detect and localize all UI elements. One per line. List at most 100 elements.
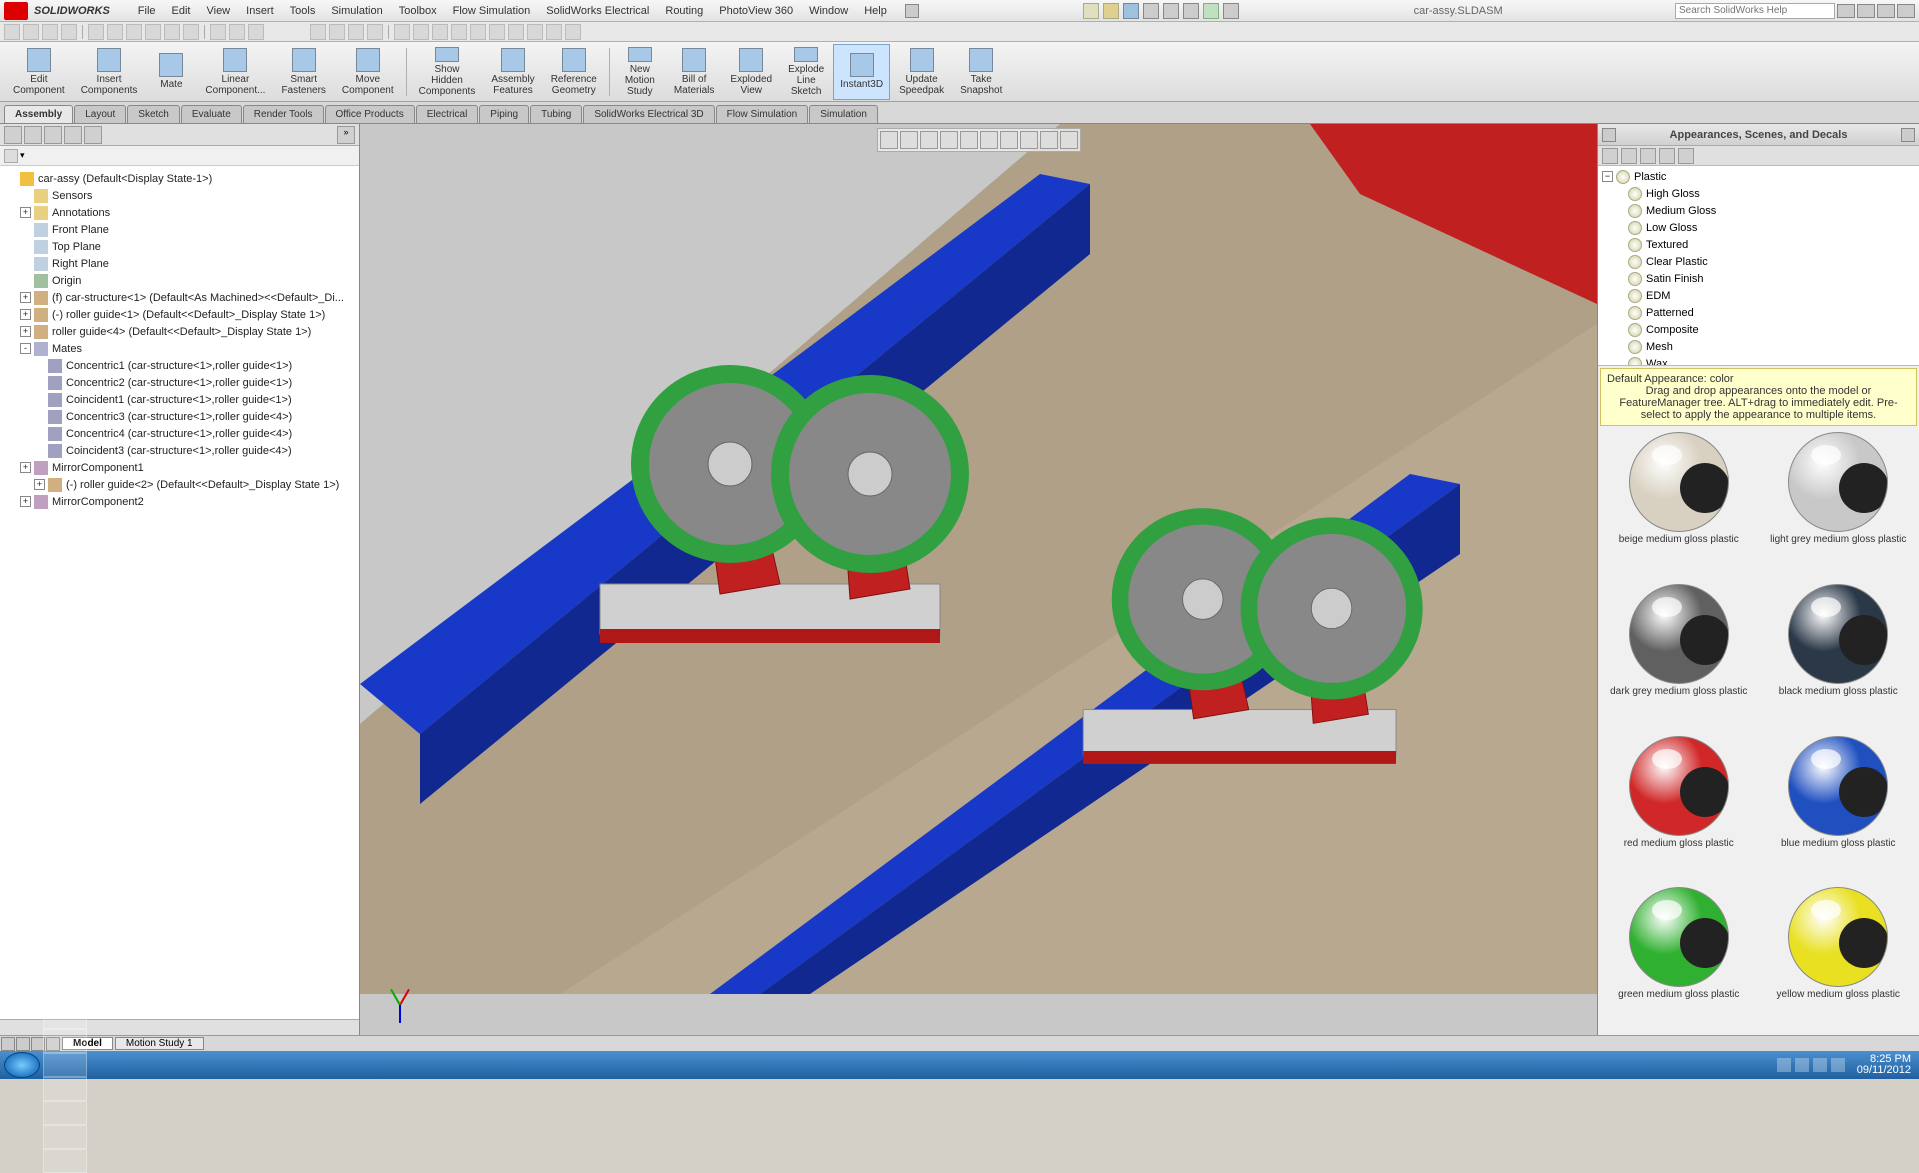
appearance-tb-icon[interactable] xyxy=(1640,148,1656,164)
appearance-swatch[interactable]: green medium gloss plastic xyxy=(1602,887,1756,1031)
qat-btn[interactable] xyxy=(394,24,410,40)
taskbar-app-button[interactable] xyxy=(43,1149,87,1173)
menu-tools[interactable]: Tools xyxy=(282,3,324,19)
ribbon-smart[interactable]: SmartFasteners xyxy=(274,44,332,100)
qat-btn[interactable] xyxy=(451,24,467,40)
help-flyout-icon[interactable] xyxy=(905,4,919,18)
feature-tree-item[interactable]: -Mates xyxy=(2,340,357,357)
menu-help[interactable]: Help xyxy=(856,3,895,19)
taskbar-app-button[interactable] xyxy=(43,957,87,981)
print-icon[interactable] xyxy=(1143,3,1159,19)
panel-pin-icon[interactable] xyxy=(1901,128,1915,142)
menu-toolbox[interactable]: Toolbox xyxy=(391,3,445,19)
feature-tree-item[interactable]: Coincident1 (car-structure<1>,roller gui… xyxy=(2,391,357,408)
menu-solidworks-electrical[interactable]: SolidWorks Electrical xyxy=(538,3,657,19)
apply-scene-icon[interactable] xyxy=(1040,131,1058,149)
qat-btn[interactable] xyxy=(310,24,326,40)
ribbon-new[interactable]: NewMotionStudy xyxy=(615,44,665,100)
qat-btn[interactable] xyxy=(329,24,345,40)
filter-icon[interactable] xyxy=(4,149,18,163)
rebuild-icon[interactable] xyxy=(1203,3,1219,19)
qat-btn[interactable] xyxy=(527,24,543,40)
feature-tree-item[interactable]: Top Plane xyxy=(2,238,357,255)
feature-tree-item[interactable]: Right Plane xyxy=(2,255,357,272)
tab-electrical[interactable]: Electrical xyxy=(416,105,479,123)
ribbon-mate[interactable]: Mate xyxy=(146,44,196,100)
graphics-area[interactable] xyxy=(360,124,1597,1035)
qat-btn[interactable] xyxy=(367,24,383,40)
close-button[interactable] xyxy=(1897,4,1915,18)
panel-collapse-icon[interactable] xyxy=(1602,128,1616,142)
feature-tree-item[interactable]: Sensors xyxy=(2,187,357,204)
tab-flow-simulation[interactable]: Flow Simulation xyxy=(716,105,809,123)
ribbon-insert[interactable]: InsertComponents xyxy=(74,44,145,100)
help-icon[interactable] xyxy=(1837,4,1855,18)
taskbar-app-button[interactable] xyxy=(43,1005,87,1029)
tree-expand-icon[interactable]: + xyxy=(20,462,31,473)
feature-tree-item[interactable]: +(-) roller guide<1> (Default<<Default>_… xyxy=(2,306,357,323)
edit-appearance-icon[interactable] xyxy=(1020,131,1038,149)
appearance-tb-icon[interactable] xyxy=(1678,148,1694,164)
menu-routing[interactable]: Routing xyxy=(657,3,711,19)
feature-tree-item[interactable]: Concentric1 (car-structure<1>,roller gui… xyxy=(2,357,357,374)
appearance-swatch[interactable]: yellow medium gloss plastic xyxy=(1762,887,1916,1031)
menu-photoview-360[interactable]: PhotoView 360 xyxy=(711,3,801,19)
taskbar-app-button[interactable] xyxy=(43,1029,87,1053)
tree-expand-icon[interactable]: - xyxy=(20,343,31,354)
appearance-category-item[interactable]: Clear Plastic xyxy=(1600,253,1917,270)
appearance-swatch[interactable]: blue medium gloss plastic xyxy=(1762,736,1916,880)
qat-btn[interactable] xyxy=(413,24,429,40)
appearance-category-item[interactable]: EDM xyxy=(1600,287,1917,304)
taskbar-app-button[interactable] xyxy=(43,1053,87,1077)
fm-tab-icon[interactable] xyxy=(64,126,82,144)
appearance-tb-icon[interactable] xyxy=(1602,148,1618,164)
appearance-category-item[interactable]: Mesh xyxy=(1600,338,1917,355)
ribbon-move[interactable]: MoveComponent xyxy=(335,44,401,100)
tab-nav-first-icon[interactable] xyxy=(1,1037,15,1051)
display-style-icon[interactable] xyxy=(980,131,998,149)
fm-tab-icon[interactable] xyxy=(24,126,42,144)
appearance-swatch[interactable]: black medium gloss plastic xyxy=(1762,584,1916,728)
fm-expand-icon[interactable]: » xyxy=(337,126,355,144)
menu-view[interactable]: View xyxy=(198,3,238,19)
menu-edit[interactable]: Edit xyxy=(164,3,199,19)
appearance-category-root[interactable]: − Plastic xyxy=(1600,168,1917,185)
taskbar-app-button[interactable] xyxy=(43,1077,87,1101)
open-doc-icon[interactable] xyxy=(1103,3,1119,19)
feature-tree-item[interactable]: Front Plane xyxy=(2,221,357,238)
appearance-swatch[interactable]: beige medium gloss plastic xyxy=(1602,432,1756,576)
hide-show-icon[interactable] xyxy=(1000,131,1018,149)
ribbon-assembly[interactable]: AssemblyFeatures xyxy=(484,44,541,100)
tab-tubing[interactable]: Tubing xyxy=(530,105,582,123)
qat-btn[interactable] xyxy=(23,24,39,40)
feature-tree-item[interactable]: +roller guide<4> (Default<<Default>_Disp… xyxy=(2,323,357,340)
ribbon-update[interactable]: UpdateSpeedpak xyxy=(892,44,951,100)
feature-tree-item[interactable]: +MirrorComponent2 xyxy=(2,493,357,510)
ribbon-explode[interactable]: ExplodeLineSketch xyxy=(781,44,831,100)
appearance-category-item[interactable]: Composite xyxy=(1600,321,1917,338)
feature-tree-item[interactable]: Concentric2 (car-structure<1>,roller gui… xyxy=(2,374,357,391)
select-icon[interactable] xyxy=(1183,3,1199,19)
appearance-category-item[interactable]: Patterned xyxy=(1600,304,1917,321)
feature-tree-item[interactable]: +Annotations xyxy=(2,204,357,221)
ribbon-show[interactable]: ShowHiddenComponents xyxy=(412,44,483,100)
tree-expand-icon[interactable]: + xyxy=(20,207,31,218)
feature-tree-item[interactable]: Concentric3 (car-structure<1>,roller gui… xyxy=(2,408,357,425)
qat-btn[interactable] xyxy=(348,24,364,40)
qat-btn[interactable] xyxy=(565,24,581,40)
qat-btn[interactable] xyxy=(107,24,123,40)
tray-icon[interactable] xyxy=(1831,1058,1845,1072)
qat-btn[interactable] xyxy=(164,24,180,40)
tab-evaluate[interactable]: Evaluate xyxy=(181,105,242,123)
ribbon-reference[interactable]: ReferenceGeometry xyxy=(544,44,604,100)
fm-tab-icon[interactable] xyxy=(44,126,62,144)
qat-btn[interactable] xyxy=(489,24,505,40)
menu-simulation[interactable]: Simulation xyxy=(323,3,390,19)
restore-button[interactable] xyxy=(1877,4,1895,18)
menu-window[interactable]: Window xyxy=(801,3,856,19)
appearance-tb-icon[interactable] xyxy=(1621,148,1637,164)
ribbon-linear[interactable]: LinearComponent... xyxy=(198,44,272,100)
qat-btn[interactable] xyxy=(88,24,104,40)
appearance-tb-icon[interactable] xyxy=(1659,148,1675,164)
qat-btn[interactable] xyxy=(42,24,58,40)
